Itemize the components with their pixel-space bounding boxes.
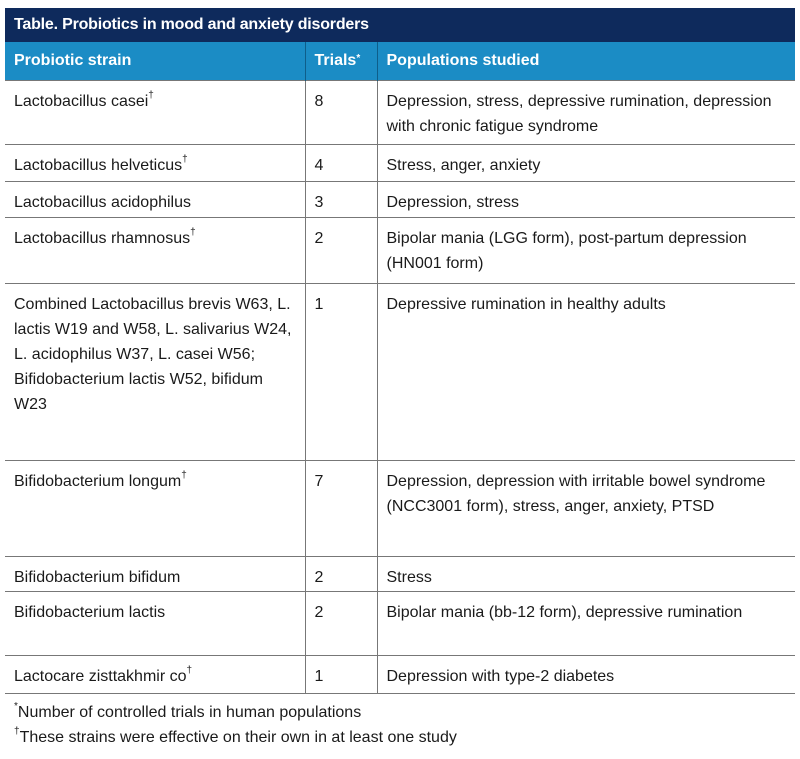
footnote: †These strains were effective on their o… — [14, 725, 795, 750]
footnote-text: Number of controlled trials in human pop… — [17, 704, 362, 721]
probiotics-table-figure: Table. Probiotics in mood and anxiety di… — [5, 8, 795, 750]
table-row: Bifidobacterium lactis 2 Bipolar mania (… — [5, 591, 795, 656]
footnotes: *Number of controlled trials in human po… — [5, 700, 795, 750]
strain-cell: Lactobacillus rhamnosus† — [5, 217, 305, 284]
populations-cell: Depression, stress — [376, 181, 795, 218]
populations-cell: Depressive rumination in healthy adults — [376, 283, 795, 461]
trials-cell: 1 — [304, 655, 377, 694]
strain-cell: Lactobacillus helveticus† — [5, 144, 305, 182]
populations-cell: Depression, stress, depressive ruminatio… — [376, 80, 795, 145]
trials-cell: 3 — [304, 181, 377, 218]
trials-cell: 7 — [304, 460, 377, 557]
strain-cell: Bifidobacterium bifidum — [5, 556, 305, 592]
trials-cell: 4 — [304, 144, 377, 182]
table-row: Lactobacillus casei† 8 Depression, stres… — [5, 80, 795, 145]
strain-cell: Bifidobacterium lactis — [5, 591, 305, 656]
trials-cell: 2 — [304, 217, 377, 284]
table-row: Lactocare zisttakhmir co† 1 Depression w… — [5, 655, 795, 694]
strain-mark: † — [190, 227, 196, 238]
strain-name: Lactobacillus acidophilus — [14, 194, 191, 211]
table-row: Lactobacillus rhamnosus† 2 Bipolar mania… — [5, 217, 795, 284]
strain-cell: Lactobacillus casei† — [5, 80, 305, 145]
header-trials-mark: * — [356, 53, 361, 64]
populations-cell: Bipolar mania (bb-12 form), depressive r… — [376, 591, 795, 656]
header-trials: Trials* — [304, 42, 377, 81]
footnote-text: These strains were effective on their ow… — [19, 729, 457, 746]
trials-cell: 2 — [304, 556, 377, 592]
populations-cell: Stress, anger, anxiety — [376, 144, 795, 182]
strain-cell: Lactobacillus acidophilus — [5, 181, 305, 218]
strain-name: Lactobacillus casei — [14, 93, 149, 110]
strain-mark: † — [148, 90, 154, 101]
strain-name: Lactobacillus rhamnosus — [14, 230, 191, 247]
footnote-mark: † — [14, 726, 20, 737]
strain-name: Lactobacillus helveticus — [14, 157, 183, 174]
table-title: Table. Probiotics in mood and anxiety di… — [5, 8, 795, 42]
strain-name: Combined Lactobacillus brevis W63, L. la… — [14, 296, 292, 413]
strain-cell: Bifidobacterium longum† — [5, 460, 305, 557]
header-row: Probiotic strain Trials* Populations stu… — [5, 42, 795, 81]
footnote: *Number of controlled trials in human po… — [14, 700, 795, 725]
header-populations: Populations studied — [376, 42, 795, 81]
strain-name: Bifidobacterium lactis — [14, 604, 166, 621]
table-row: Bifidobacterium bifidum 2 Stress — [5, 556, 795, 592]
footnote-mark: * — [14, 701, 18, 712]
strain-mark: † — [186, 665, 193, 676]
populations-cell: Bipolar mania (LGG form), post-partum de… — [376, 217, 795, 284]
trials-cell: 1 — [304, 283, 377, 461]
strain-name: Lactocare zisttakhmir co — [14, 668, 187, 685]
header-trials-label: Trials — [314, 52, 357, 69]
strain-cell: Combined Lactobacillus brevis W63, L. la… — [5, 283, 305, 461]
trials-cell: 8 — [304, 80, 377, 145]
strain-mark: † — [182, 154, 188, 165]
populations-cell: Stress — [376, 556, 795, 592]
table-row: Lactobacillus acidophilus 3 Depression, … — [5, 181, 795, 218]
probiotics-table: Probiotic strain Trials* Populations stu… — [5, 42, 795, 694]
strain-name: Bifidobacterium longum — [14, 473, 182, 490]
table-row: Lactobacillus helveticus† 4 Stress, ange… — [5, 144, 795, 182]
populations-cell: Depression with type-2 diabetes — [376, 655, 795, 694]
table-row: Bifidobacterium longum† 7 Depression, de… — [5, 460, 795, 557]
populations-cell: Depression, depression with irritable bo… — [376, 460, 795, 557]
table-row: Combined Lactobacillus brevis W63, L. la… — [5, 283, 795, 461]
header-strain: Probiotic strain — [5, 42, 305, 81]
strain-mark: † — [181, 470, 187, 481]
trials-cell: 2 — [304, 591, 377, 656]
strain-cell: Lactocare zisttakhmir co† — [5, 655, 305, 694]
strain-name: Bifidobacterium bifidum — [14, 569, 181, 586]
